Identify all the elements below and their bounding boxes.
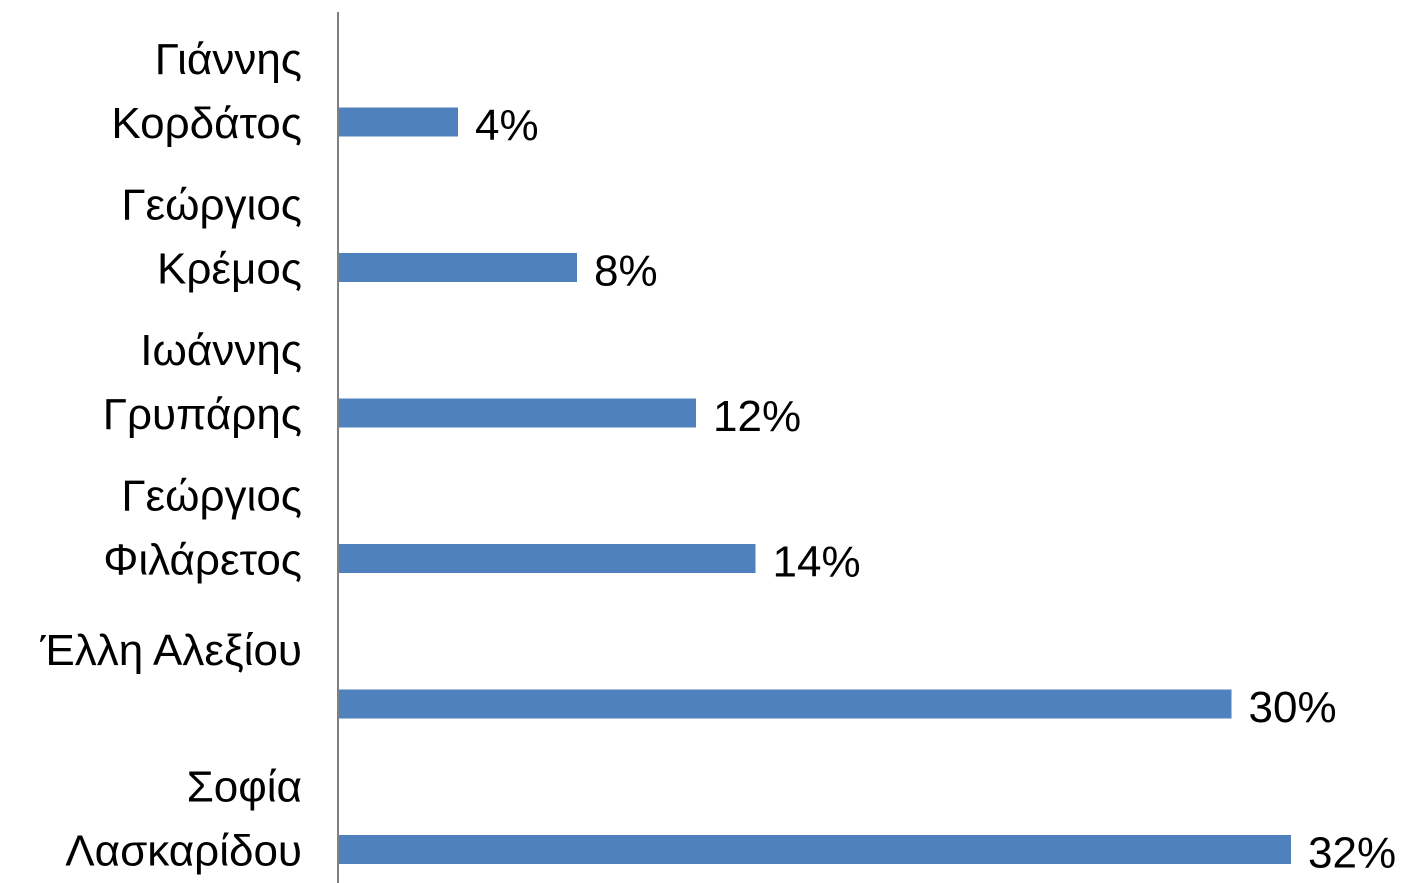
bar-5	[339, 689, 1232, 719]
value-label-6: 32%	[1308, 829, 1396, 878]
category-label-line: Σοφία	[187, 763, 302, 812]
value-label-2: 8%	[594, 247, 658, 296]
category-labels-group: Γιάννης Κορδάτος Γεώργιος Κρέμος Ιωάννης Γρυπ…	[39, 35, 302, 876]
value-labels-group: 4% 8% 12% 14% 30% 32%	[475, 101, 1396, 878]
category-label-line: Έλλη Αλεξίου	[39, 626, 302, 675]
category-label-line: Γιάννης	[155, 35, 302, 84]
bar-3	[339, 398, 696, 428]
bar-6	[339, 835, 1291, 864]
value-label-5: 30%	[1249, 683, 1337, 732]
category-label-line: Κορδάτος	[111, 99, 302, 148]
bars-group	[339, 107, 1291, 864]
bar-1	[339, 107, 458, 137]
category-label-line: Γεώργιος	[121, 181, 302, 230]
category-label-line: Ιωάννης	[140, 326, 302, 375]
category-label-2: Γεώργιος Κρέμος	[121, 181, 302, 294]
category-label-1: Γιάννης Κορδάτος	[111, 35, 302, 148]
value-label-4: 14%	[773, 538, 861, 587]
category-label-4: Γεώργιος Φιλάρετος	[103, 472, 302, 585]
category-label-line: Κρέμος	[157, 245, 302, 294]
category-label-line: Γρυπάρης	[103, 390, 302, 439]
category-label-line: Φιλάρετος	[103, 536, 302, 585]
value-label-1: 4%	[475, 101, 539, 150]
category-label-3: Ιωάννης Γρυπάρης	[103, 326, 302, 439]
bar-2	[339, 253, 577, 282]
category-label-5: Έλλη Αλεξίου	[39, 626, 302, 675]
category-label-6: Σοφία Λασκαρίδου	[65, 763, 302, 876]
category-label-line: Λασκαρίδου	[65, 827, 302, 876]
bar-4	[339, 544, 756, 573]
category-label-line: Γεώργιος	[121, 472, 302, 521]
value-label-3: 12%	[713, 392, 801, 441]
